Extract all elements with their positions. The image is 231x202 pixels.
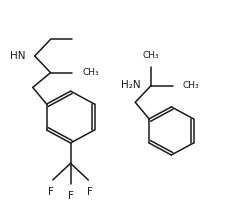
Text: CH₃: CH₃ [182, 81, 198, 90]
Text: CH₃: CH₃ [142, 51, 159, 60]
Text: F: F [67, 191, 73, 201]
Text: F: F [87, 187, 93, 197]
Text: CH₃: CH₃ [82, 68, 98, 77]
Text: HN: HN [10, 51, 26, 61]
Text: H₂N: H₂N [120, 80, 140, 90]
Text: F: F [48, 187, 54, 197]
